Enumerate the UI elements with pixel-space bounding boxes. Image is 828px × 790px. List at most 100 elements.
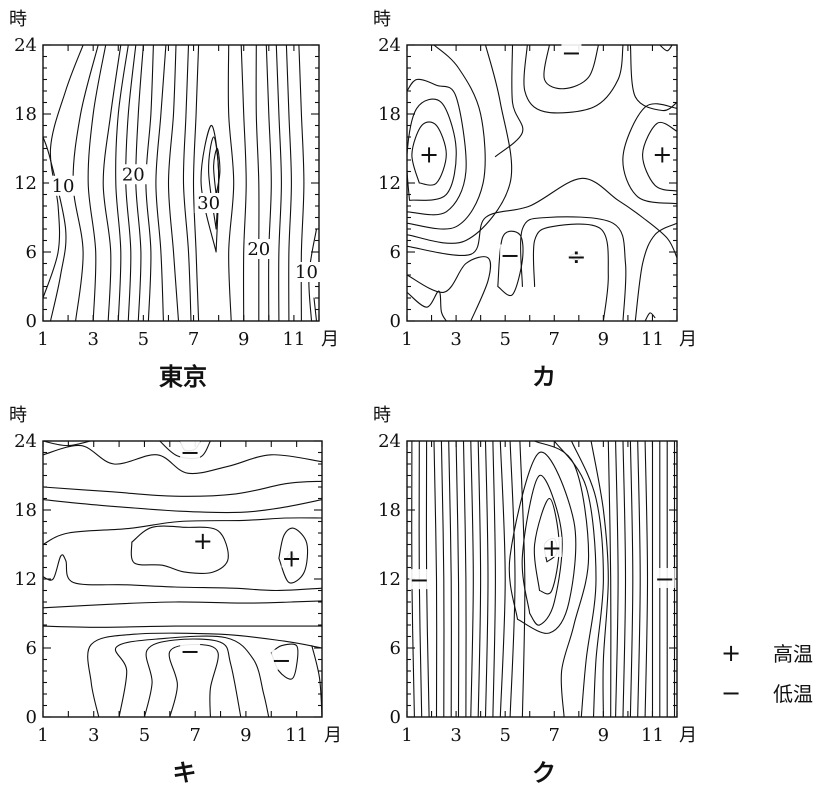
- y-tick-label: 18: [378, 104, 401, 125]
- contour-line: [509, 441, 516, 717]
- low-temp-marker: −: [180, 439, 200, 467]
- contour-label-bg: [49, 175, 78, 196]
- low-temp-marker: −: [561, 39, 581, 67]
- contour-line: [477, 441, 482, 717]
- contour-label: 10: [52, 176, 75, 197]
- x-tick-label: 9: [598, 329, 609, 350]
- contour-line: [644, 441, 649, 717]
- contour-line: [659, 45, 673, 52]
- x-tick-label: 3: [450, 329, 461, 350]
- marker-bg: [192, 530, 213, 551]
- contour-line: [622, 441, 627, 717]
- x-tick-label: 5: [499, 725, 510, 746]
- contour-line: [270, 643, 299, 680]
- contour-line: [553, 441, 597, 717]
- low-temp-marker: ÷: [566, 243, 586, 271]
- y-tick-label: 12: [14, 173, 37, 194]
- contour-line: [182, 45, 192, 321]
- x-axis-label: 月: [679, 329, 697, 350]
- contour-line: [208, 136, 220, 230]
- marker-bg: [419, 143, 440, 164]
- y-tick-label: 0: [390, 707, 401, 728]
- high-temp-marker: +: [419, 140, 439, 168]
- x-tick-label: 11: [282, 329, 305, 350]
- contour-line: [43, 600, 322, 609]
- contour-line: [508, 451, 577, 634]
- contour-line: [523, 45, 624, 114]
- high-temp-marker: +: [193, 527, 213, 555]
- low-temp-marker: −: [409, 566, 429, 594]
- marker-bg: [566, 245, 587, 266]
- y-tick-label: 12: [378, 569, 401, 590]
- marker-bg: [541, 536, 562, 557]
- contour-line: [533, 497, 560, 595]
- contour-line: [167, 45, 180, 321]
- contour-line: [570, 441, 604, 717]
- contour-line: [43, 444, 322, 475]
- contour-line: [43, 480, 322, 497]
- marker-bg: [561, 42, 582, 63]
- contour-label: 30: [197, 193, 220, 214]
- contour-line: [470, 441, 474, 717]
- y-tick-label: 24: [14, 35, 37, 56]
- x-tick-label: 11: [641, 329, 664, 350]
- contour-line: [155, 45, 167, 321]
- marker-bg: [652, 143, 673, 164]
- x-tick-label: 9: [598, 725, 609, 746]
- y-tick-label: 24: [378, 35, 401, 56]
- panel-ku: 1 3 5 7 9 11 0 6 12 18 24 時月ク + − −: [373, 405, 697, 787]
- marker-bg: [281, 547, 302, 568]
- contour-line: [543, 45, 600, 90]
- x-tick-label: 5: [499, 329, 510, 350]
- high-temp-marker: +: [542, 534, 562, 562]
- contour-line: [521, 474, 563, 626]
- contour-line: [407, 45, 486, 230]
- x-tick-label: 9: [238, 329, 249, 350]
- contour-line: [43, 499, 322, 514]
- contour-lines: [411, 441, 676, 717]
- panel-title: キ: [173, 758, 197, 787]
- contour-line: [637, 441, 641, 717]
- contour-label-bg: [292, 262, 321, 282]
- x-tick-label: 7: [189, 725, 200, 746]
- y-tick-label: 6: [26, 638, 37, 659]
- contour-line: [590, 441, 609, 717]
- high-temp-marker: +: [652, 140, 672, 168]
- marker-bg: [180, 640, 201, 661]
- marker-bg: [180, 441, 201, 462]
- x-tick-label: 5: [138, 329, 149, 350]
- contour-line: [634, 222, 677, 321]
- contour-line: [407, 290, 447, 321]
- x-tick-label: 1: [401, 329, 412, 350]
- contour-label-bg: [194, 193, 223, 213]
- y-tick-label: 18: [14, 104, 37, 125]
- contour-line: [143, 638, 242, 717]
- contour-line: [87, 45, 107, 321]
- legend-low-label: 低温: [773, 682, 813, 706]
- panel-ka: 1 3 5 7 9 11 0 6 12 18 24 時月カ + + − − ÷: [373, 9, 697, 391]
- y-tick-label: 6: [390, 242, 401, 263]
- y-axis-label: 時: [373, 405, 391, 426]
- contour-line: [278, 527, 309, 584]
- legend-low-symbol: −: [721, 679, 741, 707]
- legend-high-label: 高温: [773, 642, 813, 666]
- contour-line: [130, 525, 229, 574]
- contour-line: [629, 441, 634, 717]
- y-tick-label: 24: [378, 431, 401, 452]
- x-tick-label: 11: [641, 725, 664, 746]
- contour-line: [433, 441, 438, 717]
- contour-label-bg: [244, 239, 273, 259]
- y-tick-label: 0: [26, 707, 37, 728]
- contour-line: [607, 441, 612, 717]
- contour-line: [240, 45, 247, 321]
- x-axis-label: 月: [679, 725, 697, 746]
- contour-line: [192, 45, 200, 321]
- y-tick-label: 24: [14, 431, 37, 452]
- y-tick-label: 0: [26, 311, 37, 332]
- contour-line: [227, 45, 235, 321]
- panel-title: カ: [532, 362, 556, 391]
- y-tick-label: 18: [378, 500, 401, 521]
- x-axis-label: 月: [321, 329, 339, 350]
- contour-line: [519, 441, 526, 717]
